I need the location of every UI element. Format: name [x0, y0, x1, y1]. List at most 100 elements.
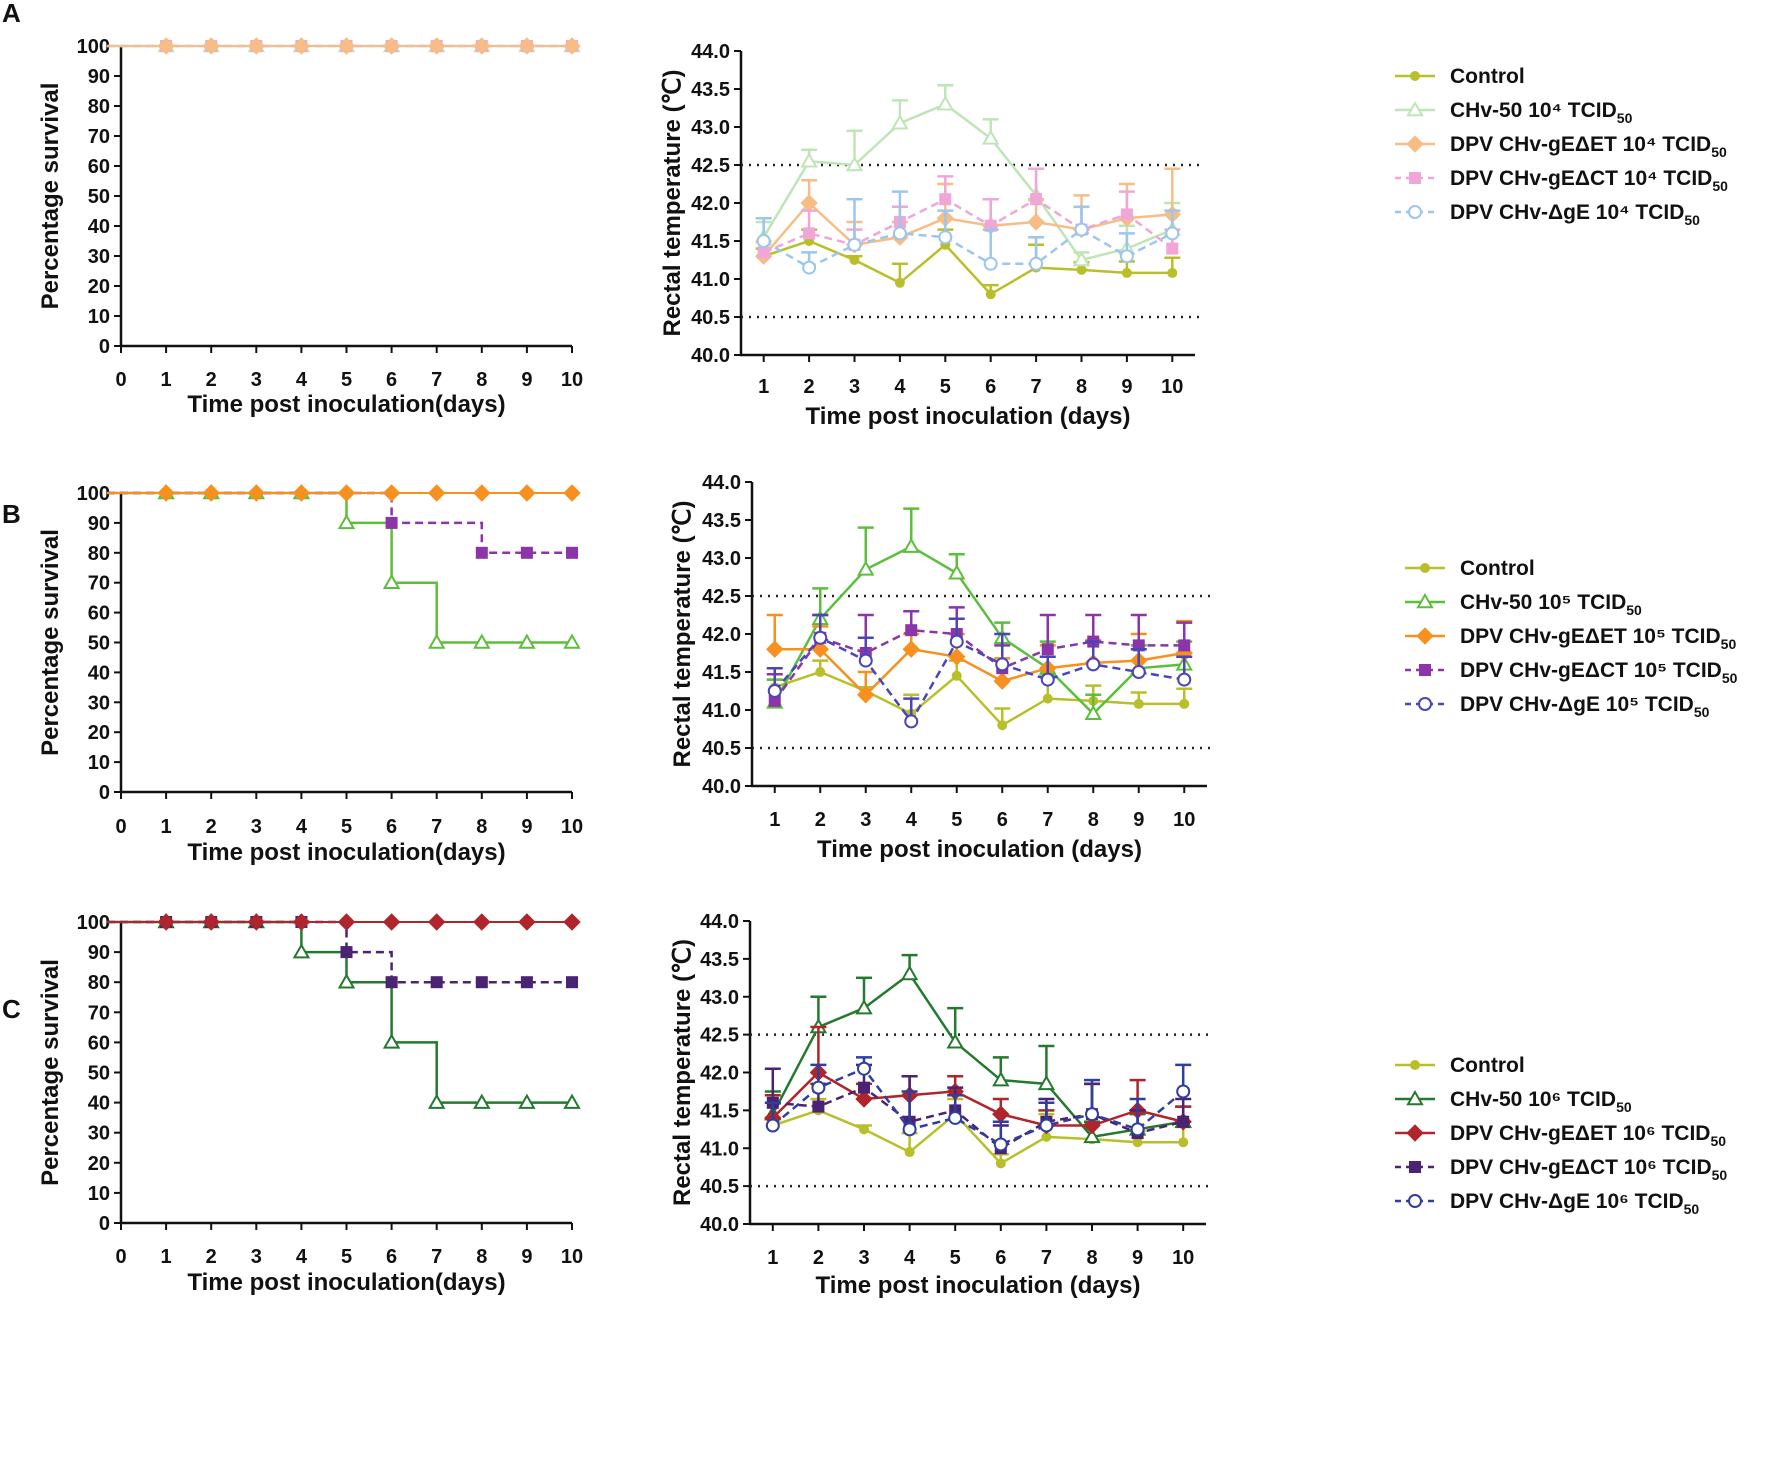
data-point — [858, 653, 873, 668]
y-tick-label: 10 — [88, 752, 110, 774]
y-tick-label: 70 — [88, 573, 110, 595]
series-line — [773, 628, 1185, 702]
data-point — [427, 484, 446, 502]
data-point — [803, 227, 816, 240]
data-point — [859, 1124, 869, 1135]
data-point — [1165, 226, 1180, 241]
data-point — [427, 1093, 446, 1109]
x-tick-label: 4 — [906, 809, 918, 831]
data-point — [845, 155, 864, 172]
data-point — [948, 564, 966, 580]
y-tick-label: 44.0 — [691, 41, 730, 63]
data-point — [1177, 1115, 1190, 1128]
data-point — [1041, 1131, 1052, 1142]
data-point — [518, 633, 536, 649]
y-tick-label: 40 — [88, 1093, 110, 1115]
x-tick-label: 10 — [1172, 1247, 1194, 1269]
data-point — [900, 965, 919, 981]
data-point — [427, 913, 446, 931]
data-point — [948, 648, 966, 666]
y-axis-label: Rectal temperature (℃) — [669, 939, 696, 1206]
y-tick-label: 60 — [88, 156, 110, 178]
data-point — [939, 193, 952, 206]
data-point — [855, 999, 873, 1015]
x-tick-label: 6 — [386, 1246, 397, 1268]
data-point — [992, 1105, 1010, 1123]
y-tick-label: 100 — [77, 483, 110, 505]
y-tick-label: 40.0 — [691, 345, 730, 367]
data-point — [1030, 193, 1043, 206]
legend-marker — [1410, 1060, 1420, 1070]
chart-c-survival-step: 0 10 20 30 40 50 60 70 80 90 100 0 1 2 3 4 5 6 7 8 9 10 Time p… — [37, 912, 583, 1296]
x-tick-label: 0 — [115, 369, 126, 391]
data-point — [520, 546, 533, 559]
data-point — [847, 237, 862, 252]
y-tick-label: 30 — [88, 692, 110, 714]
y-tick-label: 90 — [88, 942, 110, 964]
data-point — [518, 1093, 536, 1109]
y-tick-label: 90 — [88, 66, 110, 88]
x-tick-label: 1 — [161, 369, 172, 391]
y-tick-label: 43.0 — [700, 987, 739, 1009]
data-point — [337, 484, 356, 502]
data-point — [340, 946, 353, 959]
legend-entry: DPV CHv-gEΔET 10⁴ TCID50 — [1450, 133, 1727, 160]
x-tick-label: 5 — [940, 376, 951, 398]
y-tick-label: 41.5 — [702, 662, 741, 684]
data-point — [1176, 1084, 1191, 1099]
legend-marker — [1418, 697, 1432, 711]
data-point — [902, 640, 920, 658]
x-tick-label: 5 — [341, 816, 352, 838]
data-point — [813, 630, 828, 645]
y-tick-label: 42.5 — [702, 586, 741, 608]
legend-marker — [1408, 1194, 1422, 1208]
y-tick-label: 20 — [88, 276, 110, 298]
data-point — [563, 1093, 581, 1109]
y-tick-label: 20 — [88, 1153, 110, 1175]
x-axis-label: Time post inoculation (days) — [816, 1272, 1141, 1299]
x-tick-label: 0 — [115, 816, 126, 838]
y-tick-label: 41.5 — [700, 1100, 739, 1122]
x-tick-label: 1 — [769, 809, 780, 831]
panel-letter-c: C — [2, 994, 21, 1024]
data-point — [1085, 1107, 1099, 1122]
series-line — [762, 201, 1173, 258]
x-tick-label: 7 — [431, 369, 442, 391]
y-tick-label: 70 — [88, 1002, 110, 1024]
data-point — [566, 976, 578, 989]
data-point — [475, 976, 488, 989]
data-point — [1119, 249, 1134, 264]
legend-marker — [1416, 592, 1434, 609]
x-tick-label: 9 — [1133, 809, 1144, 831]
y-tick-label: 50 — [88, 1063, 110, 1085]
legend-marker — [1409, 172, 1421, 184]
data-point — [202, 37, 220, 55]
data-point — [1179, 698, 1190, 709]
data-point — [337, 513, 356, 530]
x-tick-label: 10 — [561, 1246, 583, 1268]
data-point — [767, 684, 782, 698]
data-point — [1120, 208, 1133, 221]
data-point — [1178, 639, 1191, 652]
x-tick-label: 9 — [521, 1246, 532, 1268]
data-point — [1083, 1116, 1101, 1135]
data-point — [992, 1071, 1010, 1087]
x-tick-label: 3 — [849, 376, 860, 398]
y-tick-label: 43.5 — [702, 510, 741, 532]
data-point — [766, 640, 784, 658]
data-point — [247, 913, 266, 931]
y-tick-label: 40.5 — [691, 307, 730, 329]
data-point — [983, 256, 998, 271]
legend-marker — [1406, 1089, 1424, 1106]
data-point — [382, 1033, 401, 1049]
data-point — [385, 516, 398, 529]
x-axis-label: Time post inoculation (days) — [817, 836, 1142, 863]
series-line — [763, 197, 1174, 254]
data-point — [337, 913, 356, 931]
legend-marker — [1416, 627, 1434, 645]
data-point — [802, 260, 817, 275]
data-point — [1041, 643, 1054, 656]
series-line — [772, 1109, 1184, 1165]
data-point — [905, 624, 918, 637]
series-line — [772, 1067, 1184, 1146]
